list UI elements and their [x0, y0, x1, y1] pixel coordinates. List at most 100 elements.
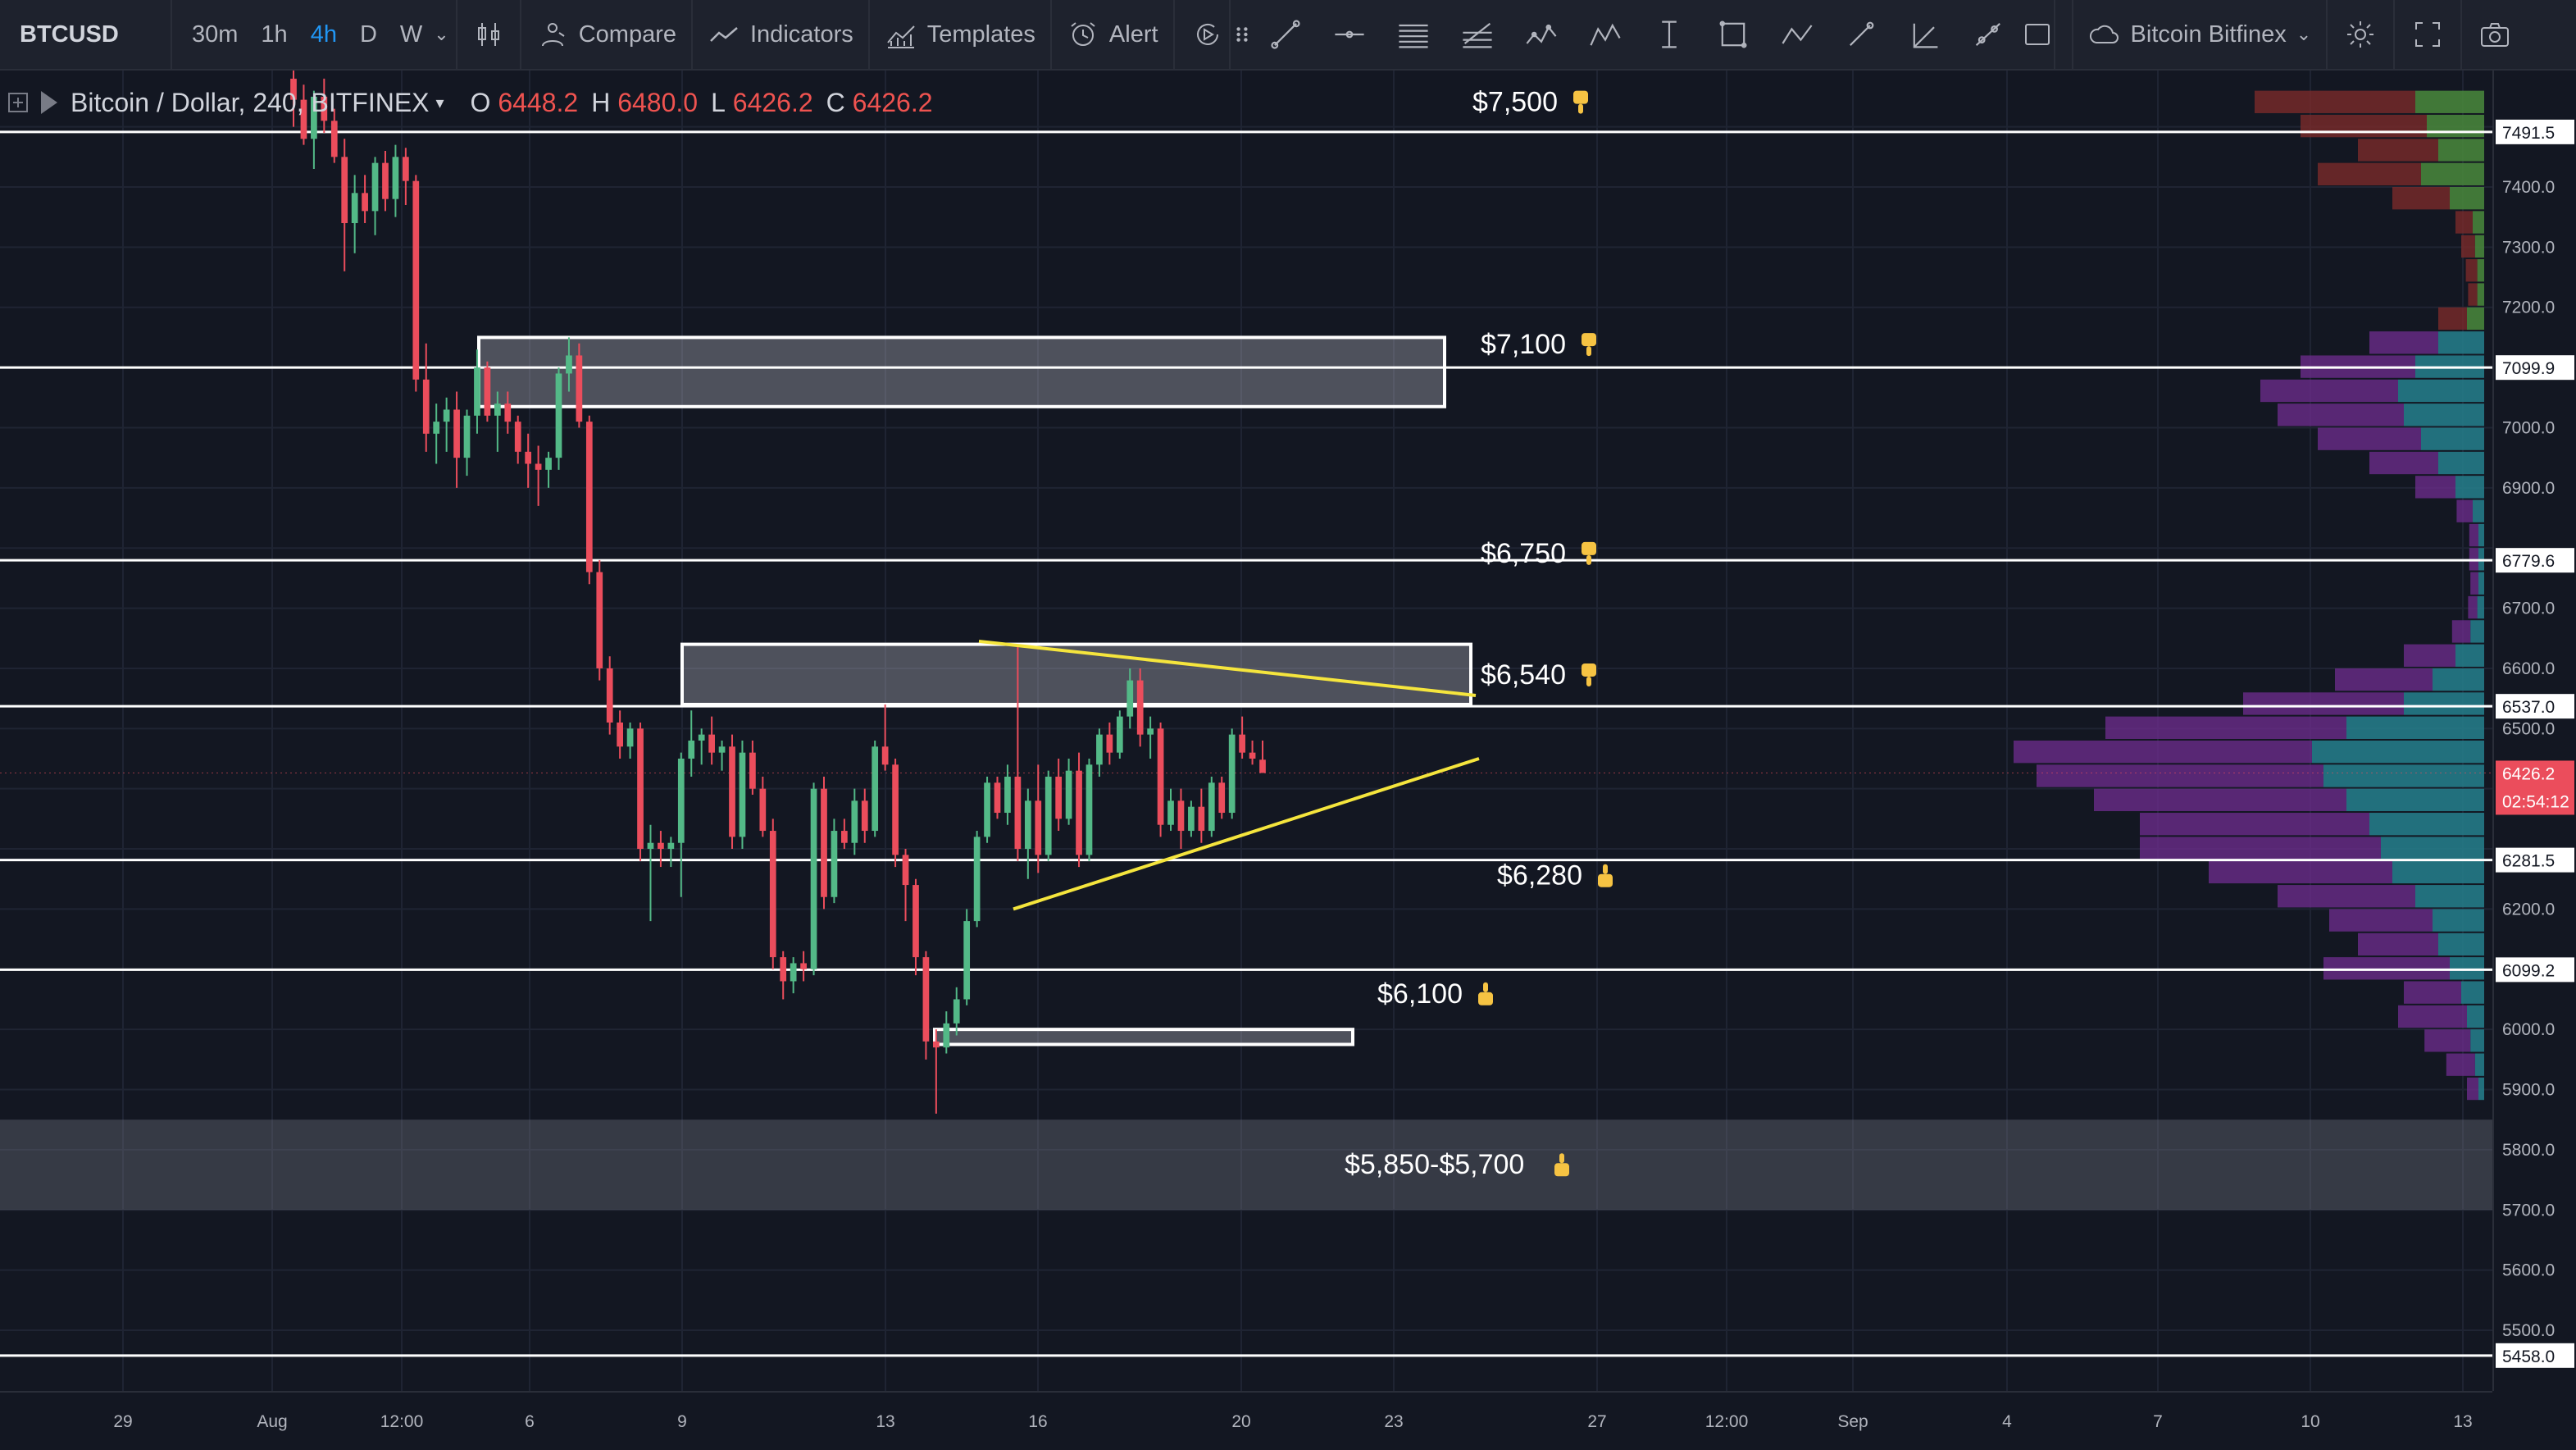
trendlines-layer [978, 639, 1480, 911]
volume-profile-bar-down [2461, 235, 2475, 258]
candle-body [729, 746, 735, 837]
legend-dropdown-icon[interactable]: ▾ [435, 93, 444, 112]
exchange-selector[interactable]: Bitcoin Bitfinex ⌄ [2071, 0, 2328, 69]
hand-pointing-down-icon [1582, 663, 1596, 686]
alert-button[interactable]: Alert [1052, 0, 1175, 69]
candle-body [913, 885, 919, 958]
expand-legend-icon[interactable] [8, 93, 28, 112]
symbol-search-button[interactable]: BTCUSD [0, 0, 172, 69]
volume-profile-bar-up [2474, 1053, 2484, 1076]
interval-w[interactable]: W [399, 21, 423, 48]
fullscreen-icon [2415, 22, 2441, 47]
volume-profile-bar-up [2477, 595, 2484, 619]
text-box-tool-icon[interactable] [2021, 0, 2054, 69]
date-range-tool-icon[interactable] [1637, 0, 1701, 69]
trend-line-tool-icon[interactable] [1254, 0, 1318, 69]
compare-label: Compare [578, 21, 676, 48]
elliott-wave-tool-icon[interactable] [1573, 0, 1637, 69]
candle-body [382, 162, 389, 199]
legend-title[interactable]: Bitcoin / Dollar, 240, BITFINEX [71, 87, 430, 117]
candle-body [902, 855, 909, 886]
templates-button[interactable]: Templates [870, 0, 1052, 69]
snapshot-button[interactable] [2462, 0, 2528, 69]
time-axis[interactable]: 29 Aug 12:00 6 9 13 16 20 23 27 12:00 Sep 4 7 10 13 [0, 1391, 2492, 1450]
settings-button[interactable] [2328, 0, 2396, 69]
candle-body [535, 463, 542, 470]
candle-body [1116, 716, 1123, 753]
volume-profile-bar-up [2415, 885, 2484, 908]
volume-profile-bar-down [2358, 932, 2438, 956]
current-price-label: 6426.2 [2502, 764, 2555, 783]
hand-pointing-down-icon [1582, 333, 1596, 357]
time-tick-label: 13 [2453, 1412, 2472, 1431]
price-chart[interactable]: $7,500 $7,100 $6,750 $6,540 $6,280 $6,100 $5,8… [0, 71, 2492, 1391]
price-axis[interactable]: 7400.0 7300.0 7200.0 7000.0 6900.0 6700.0 6600… [2492, 71, 2576, 1391]
candle-body [1239, 734, 1245, 753]
interval-1h[interactable]: 1h [261, 21, 288, 48]
compare-button[interactable]: Compare [521, 0, 693, 69]
volume-profile-bar-up [2450, 957, 2484, 980]
chevron-down-icon: ⌄ [2296, 24, 2312, 44]
volume-profile-bar-down [2456, 499, 2473, 522]
alert-label: Alert [1108, 21, 1158, 48]
volume-profile-bar-down [2446, 1053, 2475, 1076]
drag-handle-icon[interactable] [1231, 0, 1254, 69]
volume-profile-bar-down [2424, 1029, 2471, 1052]
replay-button[interactable] [1175, 0, 1229, 69]
candle-body [1004, 777, 1011, 814]
interval-4h[interactable]: 4h [310, 21, 337, 48]
candle-body [596, 572, 603, 668]
volume-profile-bar-up [2478, 572, 2484, 595]
volume-profile-bar-down [2467, 1077, 2478, 1101]
rectangle-tool-icon[interactable] [1701, 0, 1765, 69]
chart-type-candles-icon[interactable] [457, 0, 521, 69]
fib-retracement-tool-icon[interactable] [1445, 0, 1509, 69]
time-tick-label: 12:00 [380, 1412, 424, 1431]
candle-body [555, 373, 562, 458]
price-tick-label: 7000.0 [2502, 418, 2555, 437]
candle-body [422, 379, 430, 434]
hand-pointing-up-icon [1554, 1153, 1569, 1177]
hand-palm [1582, 541, 1596, 555]
candle-body [739, 752, 746, 837]
interval-d[interactable]: D [359, 21, 377, 48]
horizontal-ray-tool-icon[interactable] [1318, 0, 1381, 69]
candle-body [658, 842, 664, 850]
trendline [978, 639, 1477, 697]
measure-tool-icon[interactable] [1957, 0, 2021, 69]
interval-dropdown-chevron-icon[interactable]: ⌄ [434, 0, 457, 69]
volume-profile-bar-down [2358, 139, 2438, 162]
level-annotation: $7,500 [1472, 87, 1558, 118]
hand-palm [1478, 992, 1493, 1005]
top-toolbar: BTCUSD 30m 1h 4h D W ⌄ Compare Indicator… [0, 0, 2576, 71]
candle-body [1198, 806, 1205, 832]
interval-30m[interactable]: 30m [192, 21, 239, 48]
gann-fan-tool-icon[interactable] [1893, 0, 1957, 69]
volume-profile-bar-up [2473, 211, 2484, 234]
volume-profile-bar-up [2398, 379, 2484, 403]
indicators-label: Indicators [750, 21, 853, 48]
abcd-pattern-tool-icon[interactable] [1765, 0, 1829, 69]
trendline [1013, 757, 1480, 911]
replay-icon [1196, 23, 1218, 45]
volume-profile-bar-down [2404, 981, 2461, 1004]
price-tick-label: 6700.0 [2502, 600, 2555, 618]
price-zone-box [680, 642, 1472, 706]
indicators-button[interactable]: Indicators [693, 0, 870, 69]
parallel-channel-tool-icon[interactable] [1381, 0, 1445, 69]
candle-body [1045, 777, 1052, 855]
price-tick-label: 6500.0 [2502, 719, 2555, 738]
price-tick-label: 7200.0 [2502, 299, 2555, 317]
brush-tool-icon[interactable] [1829, 0, 1893, 69]
time-tick-label: 20 [1231, 1412, 1250, 1431]
candle-body [1157, 728, 1164, 825]
fullscreen-button[interactable] [2395, 0, 2463, 69]
level-price-badge-text: 5458.0 [2502, 1347, 2555, 1366]
pattern-tool-icon[interactable] [1509, 0, 1573, 69]
candle-body [514, 422, 521, 452]
candle-body [484, 367, 491, 416]
candle-body [637, 728, 644, 850]
level-price-badge-text: 6779.6 [2502, 552, 2555, 571]
hand-palm [1582, 663, 1596, 677]
price-zone-box [933, 1028, 1354, 1046]
